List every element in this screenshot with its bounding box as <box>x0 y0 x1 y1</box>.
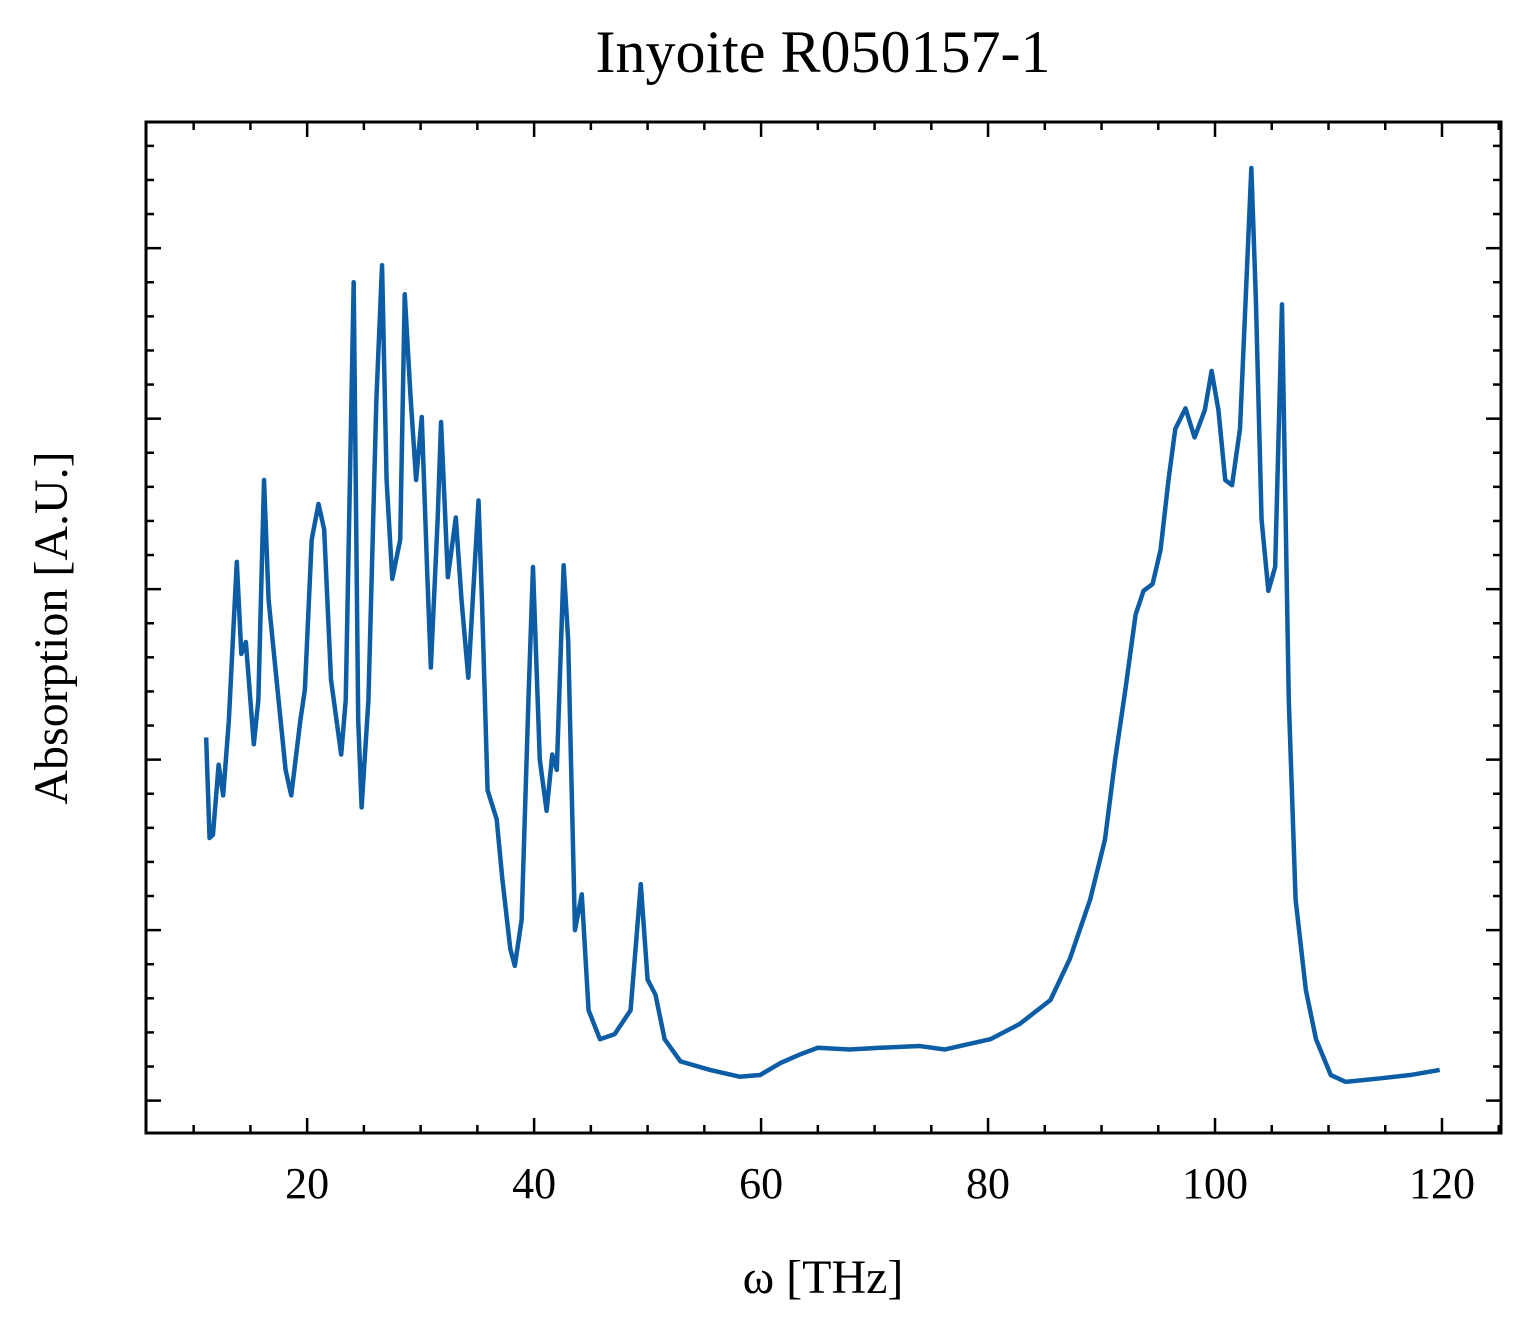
plot-frame <box>144 120 1503 1135</box>
x-tick-label: 20 <box>285 1159 329 1208</box>
x-tick-label: 40 <box>512 1159 556 1208</box>
x-tick-label: 100 <box>1182 1159 1248 1208</box>
chart-title: Inyoite R050157-1 <box>596 19 1051 85</box>
data-line <box>203 165 1441 1085</box>
x-tick-label: 60 <box>739 1159 783 1208</box>
x-tick-label: 120 <box>1409 1159 1475 1208</box>
x-axis-label: ω [THz] <box>743 1251 904 1304</box>
x-tick-label: 80 <box>966 1159 1010 1208</box>
y-axis-label: Absorption [A.U.] <box>25 451 78 804</box>
